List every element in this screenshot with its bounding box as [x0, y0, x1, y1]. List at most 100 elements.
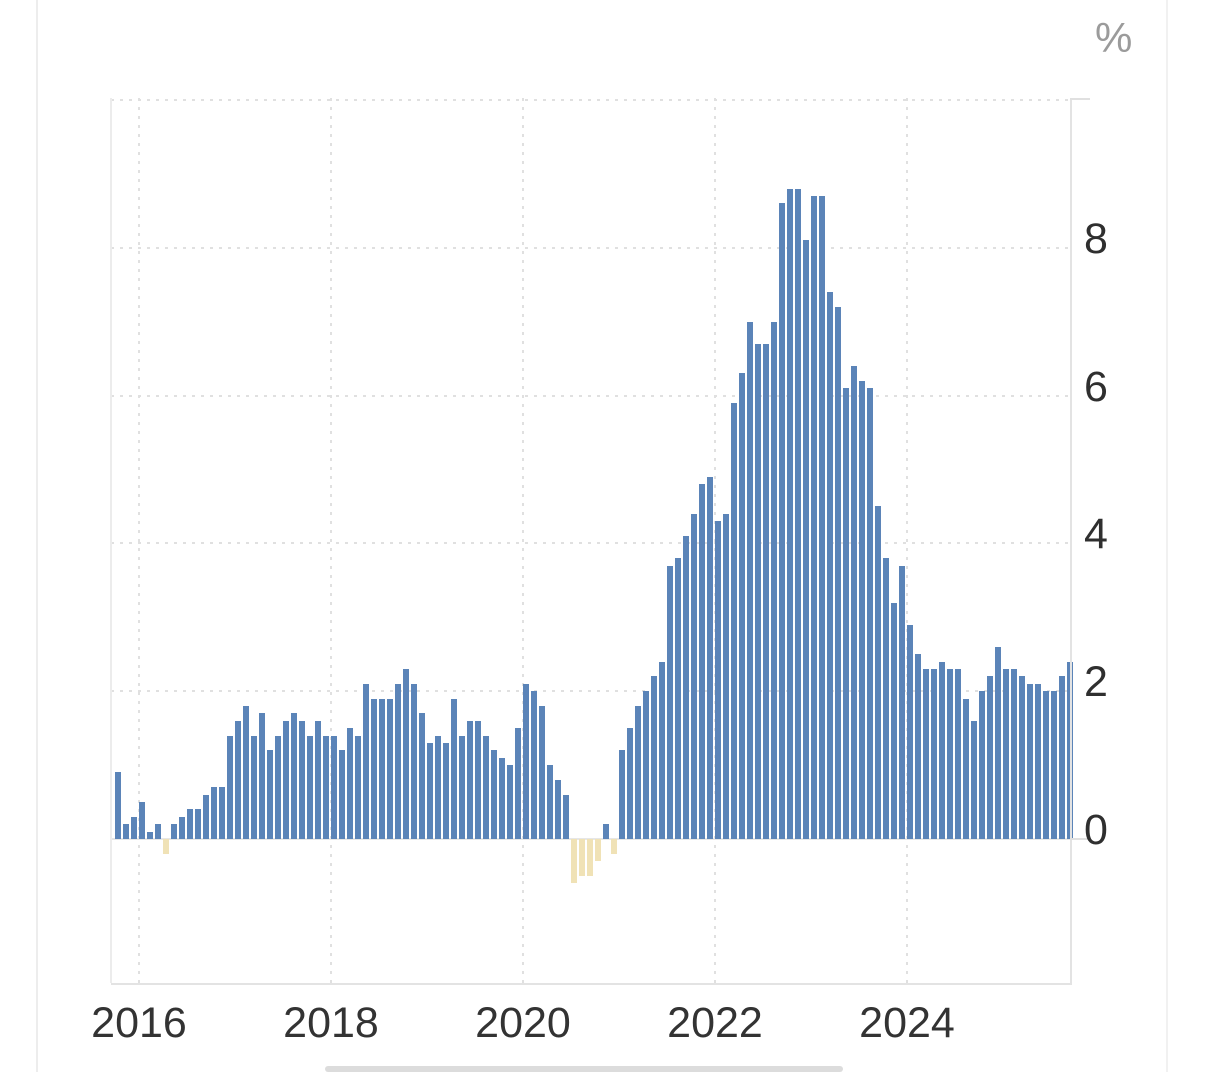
- bar-2021-08[interactable]: [675, 558, 681, 839]
- bar-2017-04[interactable]: [259, 713, 265, 839]
- bar-2023-12[interactable]: [899, 565, 905, 839]
- bar-2022-05[interactable]: [747, 321, 753, 839]
- bar-2023-05[interactable]: [843, 388, 849, 839]
- bar-2020-08[interactable]: [579, 839, 585, 876]
- bar-2022-11[interactable]: [795, 188, 801, 839]
- bar-2024-09[interactable]: [971, 720, 977, 839]
- bar-2025-08[interactable]: [1059, 676, 1065, 839]
- bar-2017-08[interactable]: [291, 713, 297, 839]
- bar-2023-11[interactable]: [891, 602, 897, 839]
- bar-2025-01[interactable]: [1003, 669, 1009, 839]
- bar-2023-10[interactable]: [883, 558, 889, 839]
- bar-2019-11[interactable]: [507, 765, 513, 839]
- bar-2024-10[interactable]: [979, 691, 985, 839]
- bar-2017-10[interactable]: [307, 735, 313, 839]
- bar-2023-09[interactable]: [875, 506, 881, 839]
- bar-2021-12[interactable]: [707, 476, 713, 839]
- bar-2015-12[interactable]: [131, 816, 137, 839]
- bar-2023-03[interactable]: [827, 292, 833, 839]
- bar-2020-03[interactable]: [539, 705, 545, 839]
- bar-2018-07[interactable]: [379, 698, 385, 839]
- bar-2018-06[interactable]: [371, 698, 377, 839]
- bar-2016-04[interactable]: [163, 839, 169, 854]
- bar-2016-12[interactable]: [227, 735, 233, 839]
- bar-2022-04[interactable]: [739, 373, 745, 839]
- bar-2025-02[interactable]: [1011, 669, 1017, 839]
- bar-2025-05[interactable]: [1035, 683, 1041, 839]
- bar-2025-06[interactable]: [1043, 691, 1049, 839]
- bar-2022-12[interactable]: [803, 240, 809, 839]
- bar-2021-04[interactable]: [643, 691, 649, 839]
- bar-2022-09[interactable]: [779, 203, 785, 839]
- bar-2023-08[interactable]: [867, 388, 873, 839]
- bar-2025-03[interactable]: [1019, 676, 1025, 839]
- bar-2018-10[interactable]: [403, 669, 409, 839]
- bar-2020-12[interactable]: [611, 839, 617, 854]
- bar-2016-05[interactable]: [171, 824, 177, 839]
- bar-2018-04[interactable]: [355, 735, 361, 839]
- bar-2019-04[interactable]: [451, 698, 457, 839]
- bar-2021-07[interactable]: [667, 565, 673, 839]
- bar-2024-02[interactable]: [915, 654, 921, 839]
- bar-2019-05[interactable]: [459, 735, 465, 839]
- bar-2021-09[interactable]: [683, 536, 689, 839]
- bar-2022-08[interactable]: [771, 321, 777, 839]
- bar-2020-05[interactable]: [555, 779, 561, 839]
- bar-2017-03[interactable]: [251, 735, 257, 839]
- bar-2024-11[interactable]: [987, 676, 993, 839]
- bar-2025-04[interactable]: [1027, 683, 1033, 839]
- bar-2022-01[interactable]: [715, 521, 721, 839]
- bar-2024-03[interactable]: [923, 669, 929, 839]
- bar-2020-02[interactable]: [531, 691, 537, 839]
- bar-2019-10[interactable]: [499, 757, 505, 839]
- bar-2019-09[interactable]: [491, 750, 497, 839]
- bar-2023-02[interactable]: [819, 196, 825, 839]
- bar-2020-01[interactable]: [523, 683, 529, 839]
- bar-2017-09[interactable]: [299, 720, 305, 839]
- bar-2025-07[interactable]: [1051, 691, 1057, 839]
- bar-2020-06[interactable]: [563, 794, 569, 839]
- bar-2016-07[interactable]: [187, 809, 193, 839]
- bar-2024-04[interactable]: [931, 669, 937, 839]
- bar-2016-10[interactable]: [211, 787, 217, 839]
- bar-2016-08[interactable]: [195, 809, 201, 839]
- bar-2023-07[interactable]: [859, 380, 865, 839]
- bar-2021-03[interactable]: [635, 705, 641, 839]
- bar-2021-11[interactable]: [699, 484, 705, 839]
- bar-2018-02[interactable]: [339, 750, 345, 839]
- bar-2024-07[interactable]: [955, 669, 961, 839]
- bar-2018-03[interactable]: [347, 728, 353, 839]
- bar-2021-05[interactable]: [651, 676, 657, 839]
- bar-2024-12[interactable]: [995, 646, 1001, 839]
- bar-2017-07[interactable]: [283, 720, 289, 839]
- bar-2017-12[interactable]: [323, 735, 329, 839]
- bar-2021-02[interactable]: [627, 728, 633, 839]
- bar-2020-04[interactable]: [547, 765, 553, 839]
- bar-2023-01[interactable]: [811, 196, 817, 839]
- bar-2020-07[interactable]: [571, 839, 577, 884]
- bar-2019-08[interactable]: [483, 735, 489, 839]
- bar-2017-11[interactable]: [315, 720, 321, 839]
- bar-2021-10[interactable]: [691, 513, 697, 839]
- bar-2020-11[interactable]: [603, 824, 609, 839]
- bar-2018-05[interactable]: [363, 683, 369, 839]
- bar-2024-05[interactable]: [939, 661, 945, 839]
- bar-2016-02[interactable]: [147, 831, 153, 839]
- bar-2019-01[interactable]: [427, 742, 433, 839]
- bar-2019-02[interactable]: [435, 735, 441, 839]
- bar-2016-06[interactable]: [179, 816, 185, 839]
- bar-2020-09[interactable]: [587, 839, 593, 876]
- horizontal-scrollbar-thumb[interactable]: [325, 1066, 843, 1072]
- bar-2022-06[interactable]: [755, 343, 761, 839]
- bar-2022-10[interactable]: [787, 188, 793, 839]
- bar-2021-01[interactable]: [619, 750, 625, 839]
- bar-2017-01[interactable]: [235, 720, 241, 839]
- bar-2017-05[interactable]: [267, 750, 273, 839]
- bar-2016-01[interactable]: [139, 802, 145, 839]
- bar-2021-06[interactable]: [659, 661, 665, 839]
- bar-2019-06[interactable]: [467, 720, 473, 839]
- bar-2015-10[interactable]: [115, 772, 121, 839]
- bar-2019-03[interactable]: [443, 742, 449, 839]
- bar-2016-03[interactable]: [155, 824, 161, 839]
- bar-2024-01[interactable]: [907, 624, 913, 839]
